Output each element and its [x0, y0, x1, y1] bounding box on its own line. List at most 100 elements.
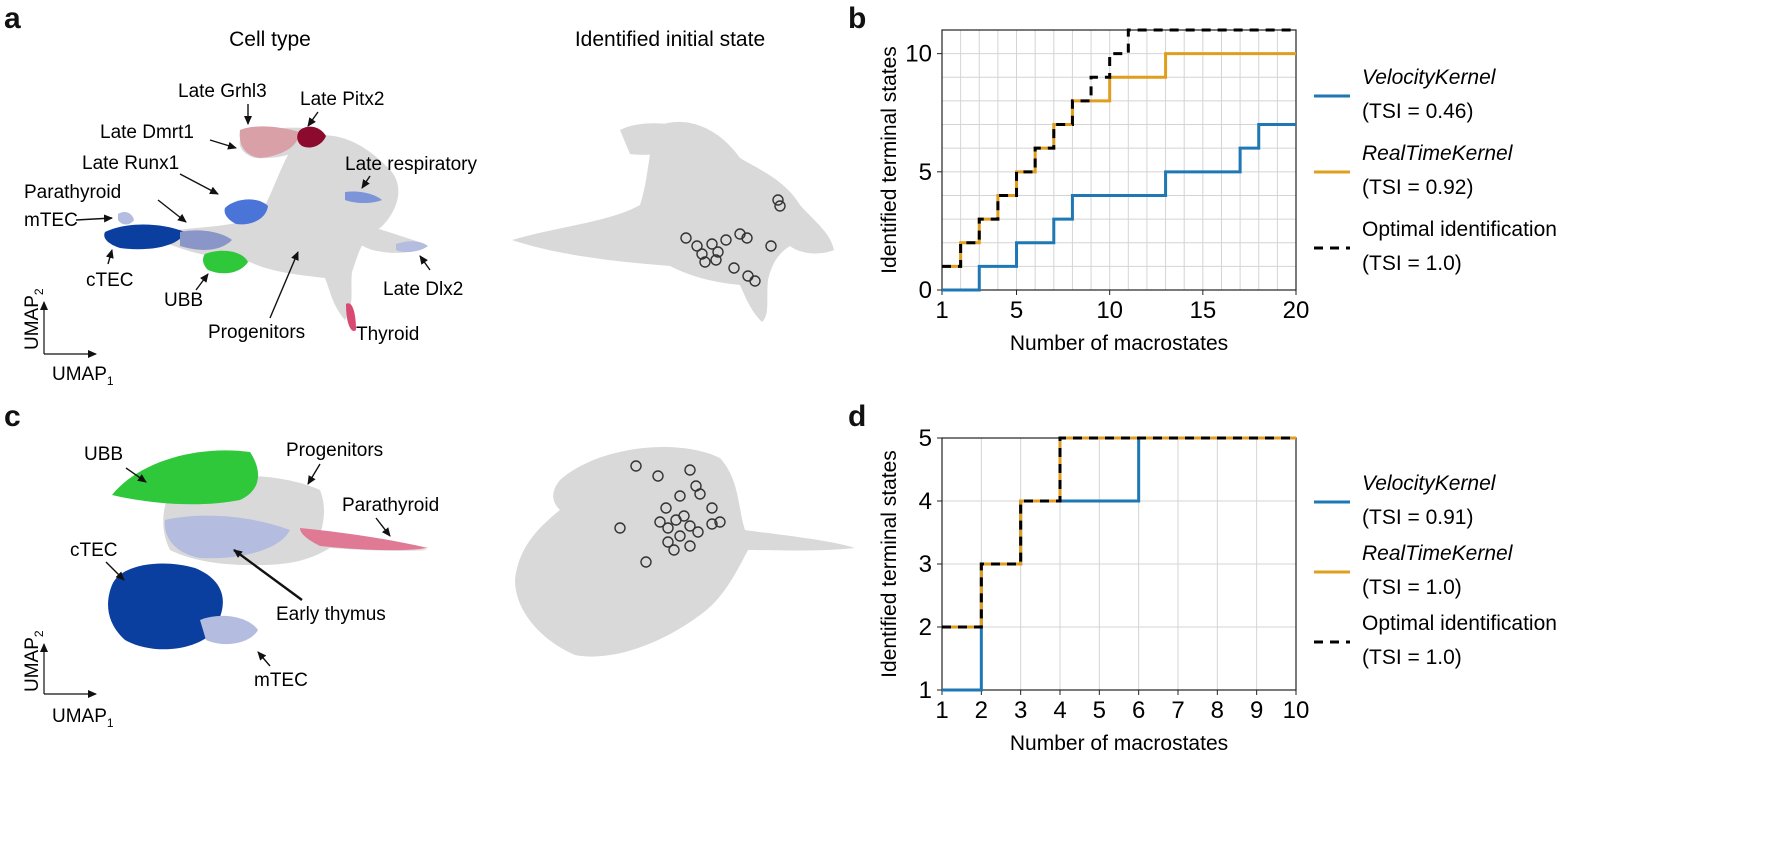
cluster-mtec-bottom [200, 615, 258, 645]
grid [942, 30, 1296, 290]
series-line-optimal [942, 28, 1296, 268]
cluster-late-respiratory [345, 191, 382, 203]
y-tick-label: 4 [919, 488, 932, 515]
y-tick-label: 0 [919, 277, 932, 304]
cluster-ubb-bottom [112, 450, 259, 505]
y-tick-label: 5 [919, 425, 932, 452]
label-mtec: mTEC [24, 210, 78, 231]
x-tick-label: 10 [1283, 697, 1310, 724]
x-tick-label: 6 [1132, 697, 1145, 724]
umap-initial-state-embedding-bottom [515, 446, 855, 657]
cluster-ctec-bottom [108, 563, 223, 650]
legend-label-realtime: RealTimeKernel [1362, 142, 1514, 165]
cluster-parathyroid [180, 230, 232, 250]
cluster-late-pitx2 [297, 126, 326, 148]
label-late-dlx2: Late Dlx2 [383, 279, 463, 300]
cluster-mtec [118, 212, 134, 225]
label-late-pitx2: Late Pitx2 [300, 89, 385, 110]
y-tick-label: 5 [919, 159, 932, 186]
x-tick-label: 5 [1093, 697, 1106, 724]
legend-label-velocity: VelocityKernel [1362, 66, 1497, 89]
x-tick-label: 1 [935, 297, 948, 324]
panel-letter-d: d [848, 400, 867, 433]
label-progenitors: Progenitors [208, 322, 305, 343]
legend-tsi-optimal: (TSI = 1.0) [1362, 646, 1462, 669]
svg-text:UMAP1: UMAP1 [52, 364, 114, 388]
umap-axes-glyph-bottom: UMAP1 UMAP2 [22, 630, 114, 730]
x-tick-label: 2 [975, 697, 988, 724]
legend-label-velocity: VelocityKernel [1362, 472, 1497, 495]
panel-letter-a: a [4, 2, 21, 35]
x-tick-label: 9 [1250, 697, 1263, 724]
label-late-dmrt1: Late Dmrt1 [100, 122, 194, 143]
x-tick-label: 3 [1014, 697, 1027, 724]
y-tick-label: 2 [919, 614, 932, 641]
x-tick-label: 1 [935, 697, 948, 724]
x-tick-label: 20 [1283, 297, 1310, 324]
label-ctec: cTEC [86, 270, 134, 291]
initial-state-markers-bottom [614, 460, 726, 568]
x-tick-label: 10 [1096, 297, 1123, 324]
svg-text:UMAP2: UMAP2 [22, 288, 46, 350]
label-parathyroid-bottom: Parathyroid [342, 495, 439, 516]
legend-tsi-realtime: (TSI = 1.0) [1362, 576, 1462, 599]
label-ubb-bottom: UBB [84, 444, 123, 465]
x-tick-label: 5 [1010, 297, 1023, 324]
legend-tsi-velocity: (TSI = 0.91) [1362, 506, 1473, 529]
cluster-ctec [104, 224, 185, 250]
x-axis-label: Number of macrostates [1010, 732, 1228, 755]
y-tick-label: 10 [905, 41, 932, 68]
series-line-velocity [942, 123, 1296, 292]
umap-cell-type-embedding-bottom [108, 450, 428, 650]
series-line-realtime [942, 52, 1296, 268]
umap-panel-a: Cell type Identified initial state Late … [22, 28, 834, 388]
label-thyroid: Thyroid [356, 324, 419, 345]
series-line-optimal [942, 436, 1296, 629]
label-late-runx1: Late Runx1 [82, 153, 179, 174]
label-ubb: UBB [164, 290, 203, 311]
legend-label-realtime: RealTimeKernel [1362, 542, 1514, 565]
cluster-ubb [203, 250, 248, 274]
x-tick-label: 7 [1171, 697, 1184, 724]
cluster-late-dlx2 [396, 241, 428, 253]
legend-label-optimal: Optimal identification [1362, 612, 1557, 635]
plot-frame [941, 29, 1297, 291]
label-ctec-bottom: cTEC [70, 540, 118, 561]
umap-initial-state-embedding [512, 121, 834, 323]
x-tick-label: 8 [1211, 697, 1224, 724]
umap-axes-glyph-top: UMAP1 UMAP2 [22, 288, 114, 388]
umap-title-cell-type: Cell type [229, 28, 311, 51]
label-late-respiratory: Late respiratory [345, 154, 478, 175]
cluster-thyroid [346, 303, 356, 331]
label-parathyroid: Parathyroid [24, 182, 121, 203]
cluster-late-runx1 [224, 199, 268, 225]
svg-text:UMAP1: UMAP1 [52, 706, 114, 730]
cluster-late-grhl3 [239, 126, 300, 158]
x-axis-label: Number of macrostates [1010, 332, 1228, 355]
cluster-parathyroid-bottom [300, 528, 428, 551]
label-late-grhl3: Late Grhl3 [178, 81, 267, 102]
umap-cell-type-embedding [104, 126, 428, 331]
series-line-realtime [942, 436, 1296, 629]
label-mtec-bottom: mTEC [254, 670, 308, 691]
grid [942, 438, 1296, 690]
y-axis-label: Identified terminal states [878, 450, 901, 678]
legend-label-optimal: Optimal identification [1362, 218, 1557, 241]
panel-letter-c: c [4, 400, 21, 433]
y-axis-label: Identified terminal states [878, 46, 901, 274]
umap-panel-c: UBB Progenitors Parathyroid cTEC Early t… [22, 440, 855, 730]
label-early-thymus: Early thymus [276, 604, 386, 625]
panel-letter-b: b [848, 2, 867, 35]
label-progenitors-bottom: Progenitors [286, 440, 383, 461]
y-tick-label: 1 [919, 677, 932, 704]
legend-tsi-optimal: (TSI = 1.0) [1362, 252, 1462, 275]
y-tick-label: 3 [919, 551, 932, 578]
svg-text:UMAP2: UMAP2 [22, 630, 46, 692]
x-tick-label: 4 [1053, 697, 1066, 724]
initial-state-markers [680, 194, 786, 287]
legend-tsi-velocity: (TSI = 0.46) [1362, 100, 1473, 123]
cluster-early-thymus [164, 515, 290, 559]
x-tick-label: 15 [1189, 297, 1216, 324]
